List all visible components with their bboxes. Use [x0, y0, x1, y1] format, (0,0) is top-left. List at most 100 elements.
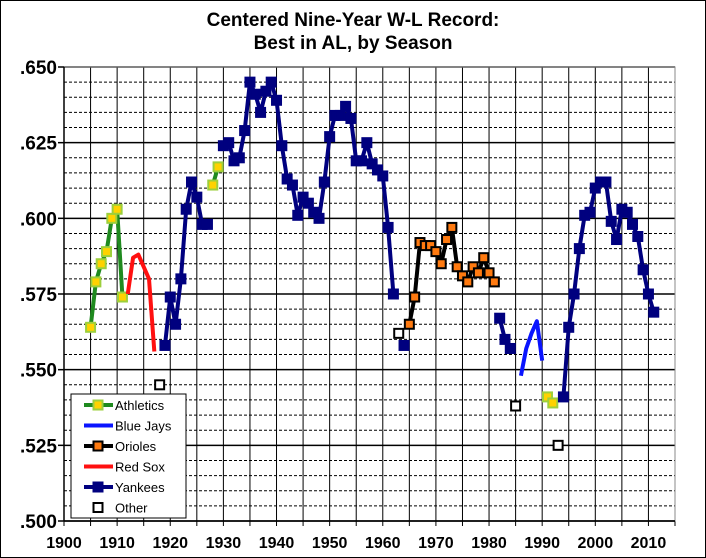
yankees-point [276, 140, 288, 152]
yankees-point [302, 197, 314, 209]
red-sox-line [125, 252, 157, 352]
orioles-point [409, 291, 421, 303]
yankees-point [648, 306, 660, 318]
x-tick-label: 1910 [99, 535, 135, 552]
yankees-point [286, 179, 298, 191]
athletics-point [547, 397, 559, 409]
yankees-point [164, 291, 176, 303]
x-tick-label: 2010 [631, 535, 667, 552]
yankees-point [260, 85, 272, 97]
yankees-line [222, 80, 396, 295]
legend-box [70, 393, 187, 519]
yankees-point [186, 176, 198, 188]
yankees-point [313, 212, 325, 224]
orioles-point [488, 276, 500, 288]
yankees-point [642, 288, 654, 300]
yankees-point [292, 209, 304, 221]
y-tick-label: .575 [20, 285, 57, 306]
x-tick-label: 1950 [312, 535, 348, 552]
series-athletics [85, 161, 559, 409]
yankees-point [605, 215, 617, 227]
yankees-point [557, 391, 569, 403]
legend: Athletics Blue Jays Orioles Red Sox Yankees O… [70, 393, 187, 519]
series-yankees [159, 76, 660, 403]
y-tick-label: .625 [20, 134, 57, 155]
orioles-point [403, 318, 415, 330]
y-tick-label: .600 [20, 209, 57, 230]
legend-marker-other [92, 502, 104, 513]
yankees-point [499, 333, 511, 345]
yankees-point [170, 318, 182, 330]
yankees-point [632, 230, 644, 242]
athletics-point [95, 258, 107, 270]
yankees-point [382, 221, 394, 233]
athletics-point [101, 246, 113, 258]
legend-label-yankees: Yankees [115, 480, 165, 495]
athletics-point [111, 203, 123, 215]
x-tick-label: 1990 [524, 535, 560, 552]
athletics-point [116, 291, 128, 303]
yankees-point [223, 137, 235, 149]
yankees-point [504, 342, 516, 354]
x-tick-label: 1920 [152, 535, 188, 552]
x-tick-label: 1970 [418, 535, 454, 552]
orioles-point [441, 234, 453, 246]
yankees-point [318, 176, 330, 188]
athletics-point [207, 179, 219, 191]
legend-label-other: Other [115, 501, 148, 516]
yankees-point [637, 264, 649, 276]
yankees-point [340, 100, 352, 112]
yankees-point [621, 206, 633, 218]
y-tick-label: .500 [20, 512, 57, 533]
yankees-point [201, 218, 213, 230]
athletics-point [106, 212, 118, 224]
yankees-point [356, 155, 368, 167]
orioles-point [472, 267, 484, 279]
athletics-point [85, 321, 97, 333]
legend-marker-athletics [92, 399, 104, 411]
yankees-point [159, 339, 171, 351]
yankees-point [271, 94, 283, 106]
yankees-point [244, 76, 256, 88]
x-tick-label: 1900 [46, 535, 82, 552]
yankees-point [361, 137, 373, 149]
orioles-point [435, 258, 447, 270]
legend-marker-orioles [92, 440, 104, 452]
yankees-line [561, 180, 656, 398]
yankees-point [387, 288, 399, 300]
yankees-point [611, 234, 623, 246]
x-tick-label: 2000 [578, 535, 614, 552]
chart-title-line-2: Best in AL, by Season [253, 33, 453, 54]
yankees-point [255, 106, 267, 118]
y-tick-label: .550 [20, 361, 57, 382]
yankees-point [233, 152, 245, 164]
yankees-point [175, 273, 187, 285]
yankees-point [324, 131, 336, 143]
yankees-point [600, 176, 612, 188]
yankees-point [345, 112, 357, 124]
x-tick-label: 1960 [365, 535, 401, 552]
other-point [510, 400, 522, 412]
legend-label-blue-jays: Blue Jays [115, 419, 172, 434]
other-point [154, 379, 166, 391]
yankees-point [191, 191, 203, 203]
yankees-point [249, 88, 261, 100]
athletics-point [212, 161, 224, 173]
yankees-point [563, 321, 575, 333]
chart-title-line-1: Centered Nine-Year W-L Record: [206, 10, 500, 31]
other-point [393, 327, 405, 339]
athletics-point [90, 276, 102, 288]
yankees-point [180, 203, 192, 215]
yankees-point [334, 109, 346, 121]
orioles-point [478, 252, 490, 264]
yankees-point [265, 76, 277, 88]
legend-marker-yankees [92, 481, 104, 493]
yankees-point [398, 339, 410, 351]
orioles-point [462, 276, 474, 288]
yankees-point [494, 312, 506, 324]
x-tick-label: 1930 [206, 535, 242, 552]
other-point [552, 439, 564, 451]
blue-jays-line [518, 319, 545, 377]
